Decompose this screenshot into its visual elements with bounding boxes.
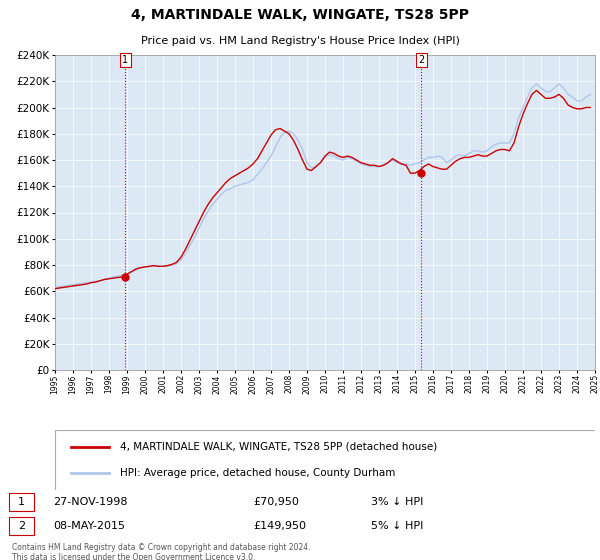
Text: 1: 1 [18,497,25,507]
Text: 3% ↓ HPI: 3% ↓ HPI [371,497,423,507]
Text: Contains HM Land Registry data © Crown copyright and database right 2024.: Contains HM Land Registry data © Crown c… [12,544,310,553]
FancyBboxPatch shape [55,430,595,490]
Text: 5% ↓ HPI: 5% ↓ HPI [371,521,423,531]
Text: Price paid vs. HM Land Registry's House Price Index (HPI): Price paid vs. HM Land Registry's House … [140,36,460,46]
Text: 27-NOV-1998: 27-NOV-1998 [53,497,128,507]
FancyBboxPatch shape [9,493,34,511]
Text: This data is licensed under the Open Government Licence v3.0.: This data is licensed under the Open Gov… [12,553,255,560]
Text: 4, MARTINDALE WALK, WINGATE, TS28 5PP (detached house): 4, MARTINDALE WALK, WINGATE, TS28 5PP (d… [120,442,437,452]
Text: 2: 2 [418,55,425,65]
Text: 1: 1 [122,55,128,65]
FancyBboxPatch shape [9,517,34,535]
Text: 08-MAY-2015: 08-MAY-2015 [53,521,125,531]
Text: 4, MARTINDALE WALK, WINGATE, TS28 5PP: 4, MARTINDALE WALK, WINGATE, TS28 5PP [131,8,469,22]
Text: £149,950: £149,950 [253,521,306,531]
Text: 2: 2 [18,521,25,531]
Text: £70,950: £70,950 [253,497,299,507]
Text: HPI: Average price, detached house, County Durham: HPI: Average price, detached house, Coun… [120,468,395,478]
